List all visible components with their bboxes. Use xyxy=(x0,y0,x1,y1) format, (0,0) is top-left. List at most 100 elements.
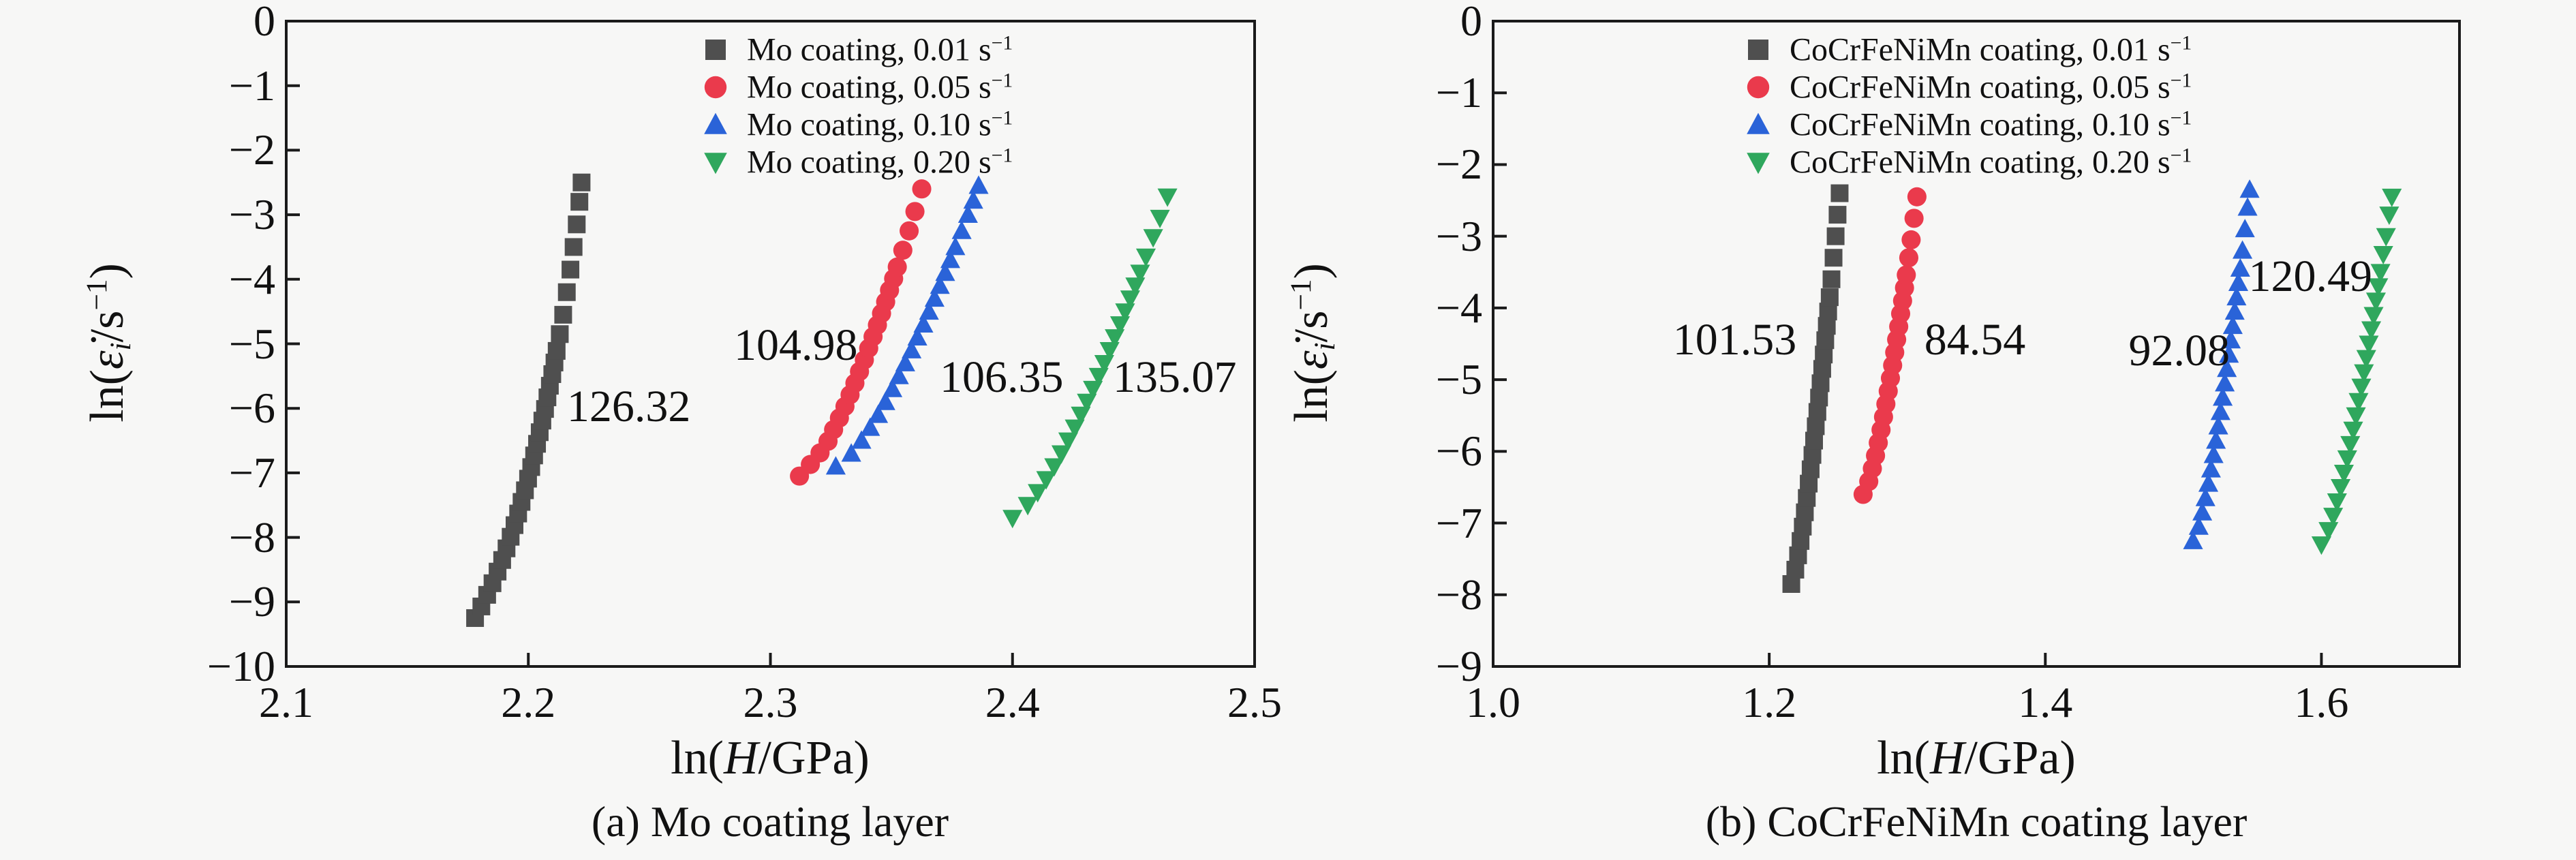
triangle-up-marker xyxy=(895,352,915,371)
triangle-down-marker xyxy=(2348,393,2369,412)
triangle-up-marker xyxy=(2226,287,2247,306)
circle-marker xyxy=(905,202,925,221)
y-tick-label-a: −9 xyxy=(228,577,275,626)
y-tick-label-b: −8 xyxy=(1435,570,1482,619)
square-marker xyxy=(1822,270,1841,288)
y-tick-label-a: 0 xyxy=(254,0,275,45)
triangle-down-marker xyxy=(1028,484,1048,503)
square-marker xyxy=(1828,206,1847,224)
triangle-up-marker xyxy=(825,456,846,475)
triangle-up-marker xyxy=(968,175,989,194)
series-mo-0.01 xyxy=(466,173,591,627)
y-tick-label-b: −9 xyxy=(1435,642,1482,690)
triangle-up-marker xyxy=(2219,344,2239,363)
x-axis-label-a: ln(H/GPa) xyxy=(671,732,870,784)
triangle-down-marker xyxy=(2333,464,2355,483)
circle-marker xyxy=(1897,265,1916,285)
x-tick-label-a: 2.5 xyxy=(1227,678,1282,726)
square-marker xyxy=(554,305,572,324)
triangle-down-marker xyxy=(1150,209,1170,228)
triangle-down-marker xyxy=(2311,536,2331,555)
x-tick-label-b: 1.2 xyxy=(1742,678,1797,726)
triangle-down-marker xyxy=(2363,307,2384,326)
annotation-b-1: 84.54 xyxy=(1924,315,2026,365)
triangle-down-marker xyxy=(2351,378,2372,397)
square-marker xyxy=(564,238,583,256)
triangle-down-marker xyxy=(2346,407,2366,426)
axes-frame-b xyxy=(1492,20,2461,668)
y-tick-label-b: −3 xyxy=(1435,211,1482,260)
triangle-down-marker xyxy=(1058,432,1079,451)
y-tick-label-b: −6 xyxy=(1435,427,1482,476)
triangle-up-marker xyxy=(2228,272,2249,292)
legend-label-mo-0.01: Mo coating, 0.01 s−1 xyxy=(747,31,1013,68)
series-mo-0.05 xyxy=(790,179,932,486)
triangle-up-marker xyxy=(913,314,934,333)
legend-label-hea-0.10: CoCrFeNiMn coating, 0.10 s−1 xyxy=(1790,106,2192,143)
square-marker xyxy=(705,40,726,60)
square-marker xyxy=(1826,227,1845,245)
annotation-a-1: 104.98 xyxy=(734,320,858,371)
triangle-up-marker xyxy=(2203,444,2224,463)
triangle-down-marker xyxy=(2376,228,2396,247)
triangle-up-marker xyxy=(882,378,903,397)
triangle-up-marker xyxy=(935,262,955,281)
series-hea-0.01 xyxy=(1782,184,1849,593)
triangle-up-marker xyxy=(2215,373,2235,392)
series-hea-0.20 xyxy=(2311,188,2402,555)
legend-label-mo-0.20: Mo coating, 0.20 s−1 xyxy=(747,144,1013,181)
triangle-up-marker xyxy=(2195,487,2215,506)
square-marker xyxy=(572,173,591,191)
triangle-down-marker xyxy=(2331,478,2351,498)
square-marker xyxy=(1748,40,1768,60)
triangle-up-marker xyxy=(2201,459,2221,478)
triangle-up-marker xyxy=(957,204,978,224)
triangle-down-marker xyxy=(2343,421,2363,440)
y-tick-label-a: −7 xyxy=(228,448,275,497)
triangle-down-marker xyxy=(1017,497,1038,516)
triangle-up-marker xyxy=(2206,430,2226,449)
annotation-a-3: 135.07 xyxy=(1113,352,1237,402)
triangle-down-marker xyxy=(2323,508,2344,527)
triangle-up-marker xyxy=(930,275,950,294)
triangle-up-marker xyxy=(924,288,945,307)
triangle-up-marker xyxy=(2235,219,2255,238)
y-tick-label-a: −2 xyxy=(228,125,275,174)
x-tick-label-a: 2.3 xyxy=(743,678,798,726)
series-mo-0.20 xyxy=(1002,188,1178,529)
triangle-down-marker xyxy=(1036,471,1056,490)
annotation-b-2: 92.08 xyxy=(2128,326,2230,376)
triangle-down-marker xyxy=(1002,510,1023,529)
triangle-up-marker xyxy=(2232,240,2253,259)
triangle-down-marker xyxy=(2370,264,2391,283)
triangle-up-marker xyxy=(963,190,983,209)
legend-label-hea-0.20: CoCrFeNiMn coating, 0.20 s−1 xyxy=(1790,144,2192,181)
triangle-down-marker xyxy=(1044,458,1064,477)
circle-marker xyxy=(1747,76,1770,99)
annotation-a-2: 106.35 xyxy=(940,352,1064,402)
triangle-down-marker xyxy=(1051,445,1072,464)
triangle-up-marker xyxy=(945,236,966,256)
y-tick-label-a: −1 xyxy=(228,61,275,110)
triangle-up-marker xyxy=(704,112,727,134)
circle-marker xyxy=(893,241,913,260)
triangle-down-marker xyxy=(2365,292,2387,311)
triangle-down-marker xyxy=(1143,229,1163,248)
y-tick-label-b: −4 xyxy=(1435,283,1482,332)
triangle-down-marker xyxy=(1071,406,1091,425)
square-marker xyxy=(551,325,569,343)
triangle-up-marker xyxy=(2222,316,2243,335)
y-tick-label-b: −7 xyxy=(1435,498,1482,547)
triangle-up-marker xyxy=(2220,330,2241,349)
circle-marker xyxy=(1904,209,1924,228)
y-tick-label-a: −10 xyxy=(206,642,275,690)
triangle-down-marker xyxy=(1157,188,1178,207)
caption-b: (b) CoCrFeNiMn coating layer xyxy=(1705,797,2248,846)
square-marker xyxy=(547,341,566,360)
x-tick-label-a: 2.2 xyxy=(501,678,556,726)
x-tick-label-b: 1.6 xyxy=(2294,678,2349,726)
circle-marker xyxy=(704,76,727,99)
